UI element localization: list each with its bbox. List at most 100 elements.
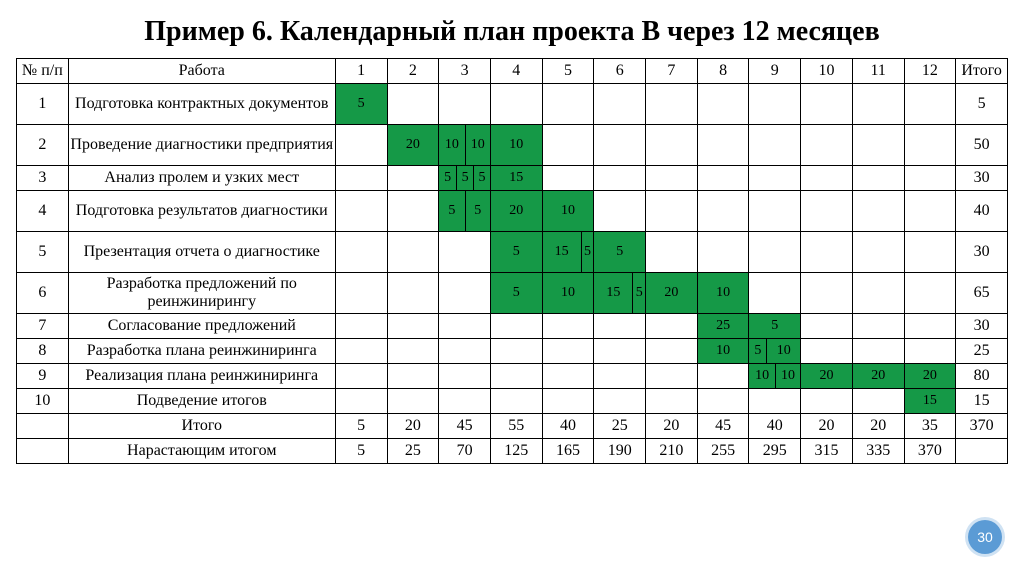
gantt-bar-segment: 10 bbox=[698, 273, 749, 313]
gantt-cell bbox=[646, 84, 698, 125]
gantt-cell bbox=[335, 389, 387, 414]
cumulative-label: Нарастающим итогом bbox=[68, 439, 335, 464]
row-number bbox=[17, 414, 69, 439]
gantt-cell: 510 bbox=[749, 339, 801, 364]
gantt-cell bbox=[646, 125, 698, 166]
task-name: Проведение диагностики предприятия bbox=[68, 125, 335, 166]
gantt-bar-segment: 5 bbox=[456, 166, 473, 190]
page-number-badge: 30 bbox=[968, 520, 1002, 554]
gantt-bar-segment: 5 bbox=[632, 273, 645, 313]
gantt-cell bbox=[697, 389, 749, 414]
gantt-bar-segment: 5 bbox=[581, 232, 594, 272]
task-name: Разработка плана реинжиниринга bbox=[68, 339, 335, 364]
gantt-cell bbox=[697, 364, 749, 389]
gantt-cell bbox=[904, 191, 956, 232]
gantt-cell bbox=[490, 339, 542, 364]
gantt-cell bbox=[852, 273, 904, 314]
gantt-cell bbox=[749, 125, 801, 166]
gantt-bar-segment: 10 bbox=[491, 125, 542, 165]
gantt-cell: 5 bbox=[490, 273, 542, 314]
gantt-cell bbox=[852, 339, 904, 364]
gantt-cell: 55 bbox=[439, 191, 491, 232]
summary-cell: 40 bbox=[749, 414, 801, 439]
gantt-cell: 5 bbox=[594, 232, 646, 273]
gantt-cell: 155 bbox=[594, 273, 646, 314]
cumulative-cell: 190 bbox=[594, 439, 646, 464]
gantt-bar-segment: 15 bbox=[491, 166, 542, 190]
cumulative-cell: 165 bbox=[542, 439, 594, 464]
cumulative-cell: 370 bbox=[904, 439, 956, 464]
gantt-cell bbox=[439, 232, 491, 273]
cumulative-cell: 210 bbox=[646, 439, 698, 464]
gantt-cell: 20 bbox=[904, 364, 956, 389]
gantt-bar-segment: 5 bbox=[491, 232, 542, 272]
row-total: 50 bbox=[956, 125, 1008, 166]
summary-cell: 20 bbox=[801, 414, 853, 439]
gantt-cell: 10 bbox=[542, 191, 594, 232]
summary-cell: 25 bbox=[594, 414, 646, 439]
gantt-cell bbox=[335, 314, 387, 339]
gantt-cell bbox=[594, 191, 646, 232]
gantt-cell bbox=[387, 364, 439, 389]
gantt-cell bbox=[801, 84, 853, 125]
table-header-row: № п/пРабота123456789101112Итого bbox=[17, 59, 1008, 84]
gantt-bar-segment: 20 bbox=[491, 191, 542, 231]
gantt-bar-segment: 20 bbox=[646, 273, 697, 313]
summary-cell: 45 bbox=[697, 414, 749, 439]
table-row: 5Презентация отчета о диагностике5155530 bbox=[17, 232, 1008, 273]
gantt-cell: 15 bbox=[904, 389, 956, 414]
gantt-cell: 20 bbox=[387, 125, 439, 166]
gantt-cell bbox=[904, 314, 956, 339]
gantt-bar-segment: 5 bbox=[439, 166, 456, 190]
gantt-cell bbox=[904, 273, 956, 314]
row-number: 10 bbox=[17, 389, 69, 414]
task-name: Разработка предложений по реинжинирингу bbox=[68, 273, 335, 314]
gantt-bar-segment: 20 bbox=[388, 125, 439, 165]
gantt-cell: 20 bbox=[801, 364, 853, 389]
gantt-cell bbox=[904, 232, 956, 273]
gantt-bar-segment: 5 bbox=[473, 166, 490, 190]
row-number: 4 bbox=[17, 191, 69, 232]
gantt-cell bbox=[904, 125, 956, 166]
row-number: 7 bbox=[17, 314, 69, 339]
summary-cell: 20 bbox=[387, 414, 439, 439]
row-total: 15 bbox=[956, 389, 1008, 414]
gantt-cell bbox=[387, 389, 439, 414]
gantt-cell bbox=[594, 314, 646, 339]
gantt-cell bbox=[801, 339, 853, 364]
gantt-cell: 555 bbox=[439, 166, 491, 191]
gantt-cell bbox=[646, 389, 698, 414]
table-row: 10Подведение итогов1515 bbox=[17, 389, 1008, 414]
gantt-cell bbox=[594, 84, 646, 125]
gantt-cell bbox=[439, 389, 491, 414]
gantt-cell bbox=[490, 364, 542, 389]
cumulative-cell: 255 bbox=[697, 439, 749, 464]
gantt-cell bbox=[646, 339, 698, 364]
gantt-cell bbox=[335, 191, 387, 232]
cumulative-cell: 335 bbox=[852, 439, 904, 464]
gantt-cell bbox=[852, 314, 904, 339]
gantt-cell bbox=[594, 339, 646, 364]
gantt-cell: 15 bbox=[490, 166, 542, 191]
cumulative-cell: 315 bbox=[801, 439, 853, 464]
gantt-cell bbox=[335, 125, 387, 166]
gantt-cell: 20 bbox=[852, 364, 904, 389]
gantt-bar-segment: 10 bbox=[439, 125, 464, 165]
row-total: 25 bbox=[956, 339, 1008, 364]
summary-label: Итого bbox=[68, 414, 335, 439]
gantt-cell: 10 bbox=[697, 339, 749, 364]
gantt-cell bbox=[387, 314, 439, 339]
gantt-cell bbox=[542, 84, 594, 125]
page-number: 30 bbox=[977, 529, 993, 545]
col-header-month-8: 8 bbox=[697, 59, 749, 84]
gantt-cell bbox=[335, 364, 387, 389]
gantt-bar-segment: 5 bbox=[749, 314, 800, 338]
gantt-cell bbox=[646, 364, 698, 389]
gantt-cell: 5 bbox=[490, 232, 542, 273]
gantt-cell bbox=[852, 125, 904, 166]
gantt-cell bbox=[801, 191, 853, 232]
gantt-cell: 5 bbox=[749, 314, 801, 339]
gantt-cell bbox=[542, 314, 594, 339]
gantt-cell bbox=[852, 191, 904, 232]
summary-cell: 20 bbox=[852, 414, 904, 439]
